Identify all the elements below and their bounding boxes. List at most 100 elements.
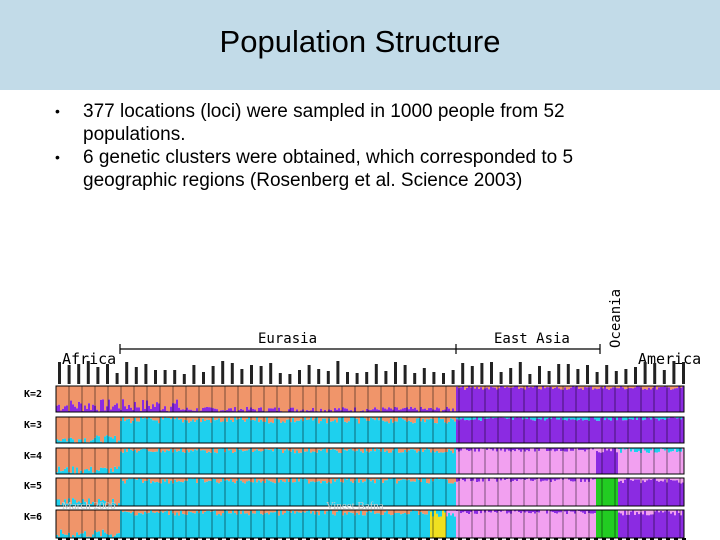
structure-bar-segment: [396, 510, 398, 513]
structure-bar-segment: [402, 478, 404, 480]
structure-bar-segment: [286, 448, 288, 474]
structure-bar-segment: [530, 417, 532, 420]
structure-bar-segment: [492, 387, 494, 412]
structure-bar-segment: [362, 448, 364, 453]
structure-bar-segment: [88, 470, 90, 474]
structure-bar-segment: [580, 482, 582, 506]
structure-bar-segment: [60, 504, 62, 506]
structure-bar-segment: [56, 472, 58, 474]
structure-bar-segment: [322, 449, 324, 474]
structure-bar-segment: [252, 448, 254, 452]
structure-bar-segment: [402, 448, 404, 453]
structure-bar-segment: [186, 417, 188, 421]
structure-bar-segment: [252, 510, 254, 514]
population-labels: [58, 361, 685, 384]
structure-bar-segment: [468, 420, 470, 443]
structure-bar-segment: [650, 419, 652, 443]
structure-bar-segment: [422, 448, 424, 452]
structure-bar-segment: [118, 417, 120, 441]
bottom-tick: [682, 538, 686, 540]
structure-bar-segment: [206, 448, 208, 453]
structure-bar-segment: [62, 417, 64, 439]
structure-bar-segment: [530, 448, 532, 474]
population-name-mark: [662, 370, 666, 384]
structure-bar-segment: [550, 418, 552, 443]
structure-bar-segment: [196, 417, 198, 421]
structure-bar-segment: [582, 450, 584, 474]
structure-bar-segment: [336, 422, 338, 443]
structure-bar-segment: [532, 448, 534, 474]
structure-bar-segment: [310, 386, 312, 411]
structure-bar-segment: [102, 510, 104, 530]
structure-bar-segment: [56, 448, 58, 473]
structure-bar-segment: [512, 480, 514, 506]
structure-bar-segment: [192, 419, 194, 443]
structure-bar-segment: [334, 478, 336, 482]
structure-bar-segment: [440, 448, 442, 453]
structure-bar-segment: [538, 448, 540, 451]
structure-bar-segment: [316, 448, 318, 453]
structure-bar-segment: [132, 451, 134, 474]
structure-bar-segment: [200, 478, 202, 506]
structure-bar-segment: [524, 389, 526, 412]
bottom-tick: [330, 538, 334, 540]
structure-bar-segment: [150, 483, 152, 506]
structure-bar-segment: [128, 478, 130, 506]
structure-bar-segment: [560, 510, 562, 513]
structure-bar-segment: [416, 510, 418, 538]
structure-bar-segment: [492, 510, 494, 538]
structure-bar-segment: [664, 450, 666, 474]
structure-bar-segment: [450, 450, 452, 474]
structure-bar-segment: [470, 386, 472, 388]
structure-bar-segment: [154, 420, 156, 443]
structure-bar-segment: [364, 515, 366, 538]
structure-bar-segment: [116, 386, 118, 404]
structure-bar-segment: [64, 510, 66, 535]
structure-bar-segment: [514, 448, 516, 452]
structure-bar-segment: [646, 452, 648, 474]
bottom-tick: [450, 538, 454, 540]
structure-bar-segment: [682, 417, 684, 443]
structure-bar-segment: [622, 478, 624, 483]
structure-bar-segment: [310, 410, 312, 412]
structure-bar-segment: [60, 448, 62, 472]
structure-bar-segment: [394, 406, 396, 412]
structure-bar-segment: [576, 420, 578, 443]
structure-bar-segment: [266, 449, 268, 474]
structure-bar-segment: [320, 448, 322, 451]
structure-bar-segment: [128, 386, 130, 405]
structure-bar-segment: [366, 386, 368, 409]
structure-bar-segment: [274, 386, 276, 408]
structure-bar-segment: [244, 448, 246, 451]
structure-bar-segment: [66, 478, 68, 504]
structure-bar-segment: [474, 510, 476, 514]
structure-bar-segment: [80, 403, 82, 412]
structure-bar-segment: [542, 386, 544, 412]
structure-bar-segment: [296, 478, 298, 506]
structure-bar-segment: [630, 480, 632, 506]
structure-bar-segment: [468, 448, 470, 452]
structure-bar-segment: [108, 386, 110, 400]
structure-bar-segment: [590, 448, 592, 474]
region-label-eurasia: Eurasia: [258, 331, 317, 347]
structure-bar-segment: [336, 417, 338, 423]
bottom-tick: [266, 538, 270, 540]
structure-bar-segment: [294, 482, 296, 506]
structure-bar-segment: [350, 417, 352, 443]
structure-bar-segment: [208, 407, 210, 412]
structure-bar-segment: [408, 478, 410, 480]
structure-bar-segment: [254, 386, 256, 410]
structure-bar-segment: [390, 515, 392, 538]
structure-bar-segment: [470, 478, 472, 482]
structure-bar-segment: [660, 417, 662, 420]
structure-bar-segment: [188, 417, 190, 423]
structure-bar-segment: [134, 401, 136, 412]
structure-bar-segment: [546, 386, 548, 388]
structure-bar-segment: [56, 499, 58, 506]
structure-bar-segment: [140, 478, 142, 480]
region-label-africa: Africa: [62, 350, 116, 368]
structure-bar-segment: [316, 386, 318, 412]
structure-bar-segment: [638, 448, 640, 451]
structure-bar-segment: [676, 448, 678, 453]
structure-bar-segment: [84, 469, 86, 474]
